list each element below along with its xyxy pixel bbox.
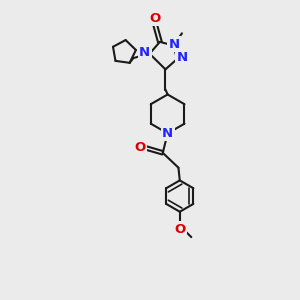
Text: O: O [174,223,185,236]
Text: N: N [176,51,188,64]
Text: O: O [149,12,161,25]
Text: N: N [139,46,150,59]
Text: N: N [162,127,173,140]
Text: O: O [134,142,146,154]
Text: N: N [169,38,180,51]
